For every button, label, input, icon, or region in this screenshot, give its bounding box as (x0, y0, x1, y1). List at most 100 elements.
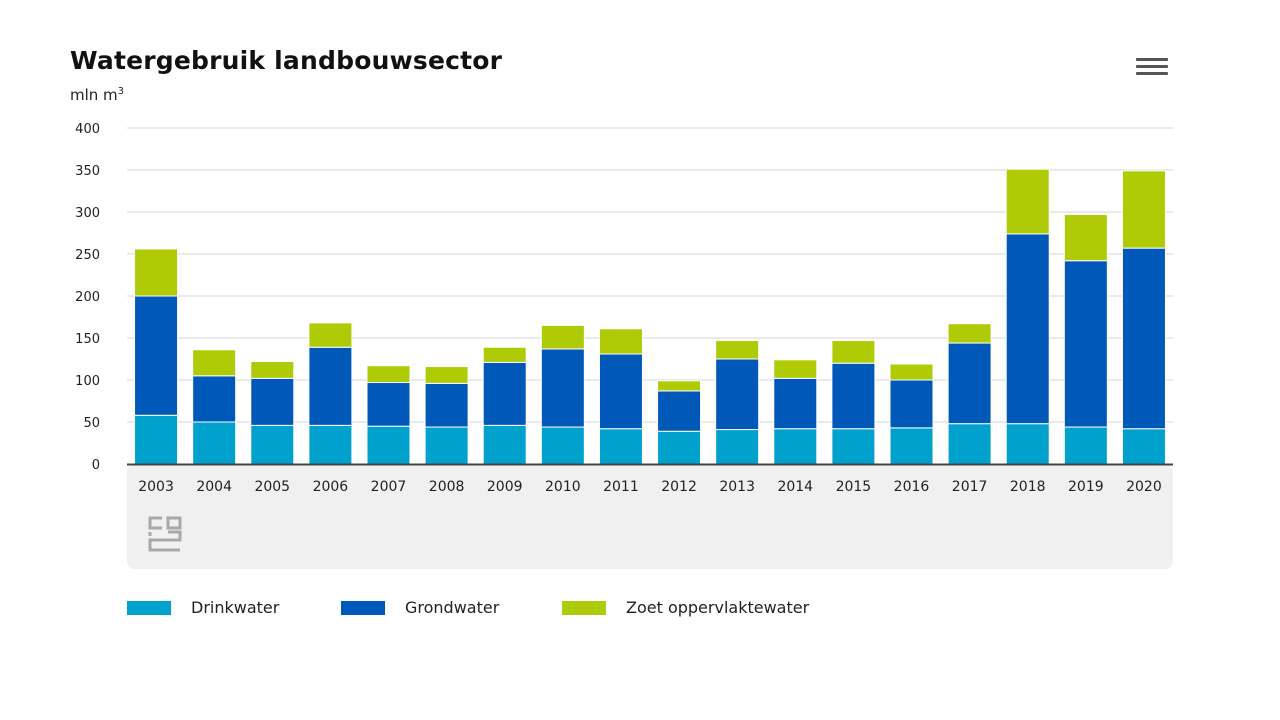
bar-segment (773, 377, 818, 430)
bar-segment (947, 323, 992, 344)
bar-segment (424, 382, 469, 428)
x-tick-label: 2016 (894, 479, 930, 495)
x-tick-label: 2008 (429, 479, 465, 495)
legend-item[interactable]: Grondwater (341, 598, 499, 617)
bar-segment (657, 390, 702, 432)
bar-segment (773, 359, 818, 379)
x-tick-label: 2009 (487, 479, 523, 495)
bar-segment (598, 353, 643, 430)
bar-segment (947, 342, 992, 425)
unit-label: mln m (70, 86, 118, 104)
bar-segment (1121, 170, 1166, 249)
bar-segment (250, 424, 295, 465)
bar-segment (540, 426, 585, 465)
y-tick-label: 100 (75, 374, 100, 389)
bar-segment (540, 348, 585, 428)
bar-segment (134, 248, 179, 297)
bar-segment (540, 324, 585, 350)
bar-segment (947, 423, 992, 465)
bar-segment (1005, 423, 1050, 465)
x-tick-label: 2004 (196, 479, 232, 495)
bar-segment (657, 380, 702, 392)
bar-segment (308, 424, 353, 465)
bar-segment (482, 424, 527, 465)
legend-item[interactable]: Zoet oppervlaktewater (562, 598, 809, 617)
bar-segment (424, 426, 469, 465)
y-tick-label: 200 (75, 290, 100, 305)
bar-segment (366, 365, 411, 384)
bar-segment (715, 429, 760, 465)
bar-segment (1063, 214, 1108, 262)
x-axis-panel (127, 464, 1173, 569)
y-tick-label: 400 (75, 122, 100, 137)
x-tick-label: 2020 (1126, 479, 1162, 495)
x-tick-label: 2014 (777, 479, 813, 495)
bar-segment (308, 346, 353, 426)
x-tick-label: 2007 (371, 479, 407, 495)
legend-item[interactable]: Drinkwater (127, 598, 279, 617)
bar-segment (1005, 233, 1050, 425)
y-axis-ticks: 0 50 100 150 200 250 300 350 400 (75, 122, 100, 473)
bar-segment (192, 349, 237, 377)
bar-segment (1121, 428, 1166, 465)
bars (134, 168, 1166, 465)
menu-line (1136, 58, 1168, 61)
y-tick-label: 250 (75, 248, 100, 263)
bar-segment (831, 362, 876, 430)
x-axis-ticks: 2003 2004 2005 2006 2007 2008 2009 2010 2011 2012… (138, 479, 1162, 495)
x-tick-label: 2003 (138, 479, 174, 495)
menu-line (1136, 72, 1168, 75)
cbs-logo-icon (148, 516, 182, 552)
gridlines (127, 127, 1173, 423)
bar-segment (308, 322, 353, 348)
bar-segment (1063, 260, 1108, 428)
legend-label: Grondwater (405, 598, 500, 617)
bar-segment (715, 358, 760, 431)
bar-segment (1005, 168, 1050, 235)
legend-swatch (127, 600, 171, 615)
y-tick-label: 150 (75, 332, 100, 347)
y-tick-label: 350 (75, 164, 100, 179)
bar-segment (773, 428, 818, 465)
legend-label: Drinkwater (191, 598, 280, 617)
bar-segment (598, 428, 643, 465)
x-tick-label: 2018 (1010, 479, 1046, 495)
bar-segment (715, 340, 760, 360)
legend-swatch (562, 600, 606, 615)
bar-segment (889, 427, 934, 465)
bar-segment (250, 361, 295, 379)
bar-segment (831, 340, 876, 364)
bar-segment (134, 295, 179, 416)
hamburger-menu-icon[interactable] (1136, 58, 1168, 80)
bar-segment (889, 363, 934, 381)
bar-segment (831, 428, 876, 465)
bar-segment (1063, 426, 1108, 465)
bar-segment (366, 382, 411, 427)
y-tick-label: 300 (75, 206, 100, 221)
x-tick-label: 2010 (545, 479, 581, 495)
y-tick-label: 0 (92, 458, 100, 473)
unit-superscript: 3 (117, 86, 125, 97)
bar-segment (250, 377, 295, 426)
y-axis-unit: mln m3 (70, 86, 124, 104)
x-tick-label: 2011 (603, 479, 639, 495)
bar-segment (482, 361, 527, 426)
bar-segment (657, 430, 702, 465)
x-tick-label: 2005 (254, 479, 290, 495)
x-tick-label: 2015 (836, 479, 872, 495)
menu-line (1136, 65, 1168, 68)
bar-segment (1121, 247, 1166, 430)
x-tick-label: 2006 (313, 479, 349, 495)
y-tick-label: 50 (83, 416, 100, 431)
chart-title: Watergebruik landbouwsector (70, 46, 503, 75)
bar-segment (192, 421, 237, 465)
legend-swatch (341, 600, 385, 615)
bar-segment (366, 425, 411, 465)
bar-segment (889, 379, 934, 429)
x-tick-label: 2012 (661, 479, 697, 495)
legend-label: Zoet oppervlaktewater (626, 598, 810, 617)
bar-segment (598, 328, 643, 355)
bar-segment (134, 414, 179, 465)
bar-segment (482, 346, 527, 363)
